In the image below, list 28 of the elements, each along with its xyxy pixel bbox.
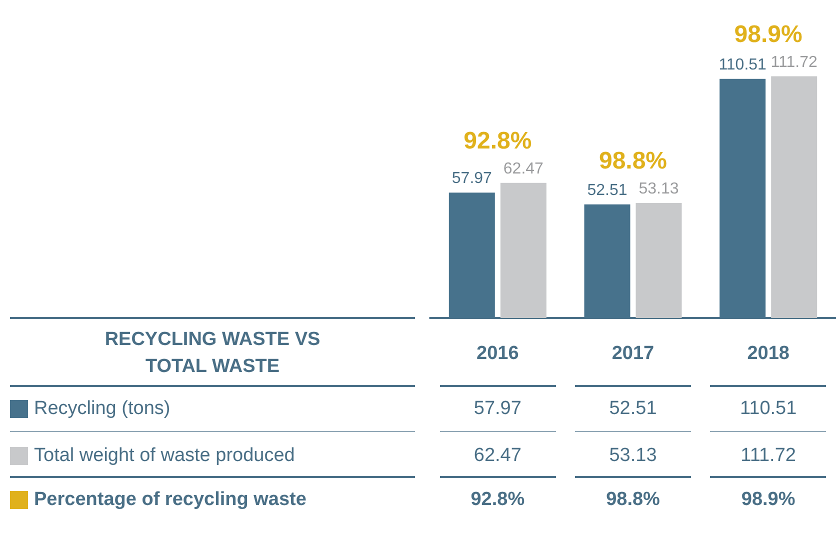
text: 57.97: [472, 397, 522, 421]
bar: [636, 203, 682, 318]
text: 98.8%: [606, 489, 660, 510]
legend-label: Recycling (tons): [34, 397, 170, 421]
text: 92.8%: [470, 489, 525, 510]
data-label: 62.47: [503, 160, 544, 178]
bar: [500, 182, 546, 318]
text: 53.13: [608, 444, 658, 468]
text: Percentage of recycling waste: [34, 488, 306, 512]
legend-label: Total weight of waste produced: [34, 444, 295, 468]
annotation: 98.9%: [734, 20, 802, 48]
x-tick-label: 2016: [476, 343, 519, 364]
text: 98.9%: [741, 489, 796, 510]
data-label: 57.97: [452, 170, 492, 188]
data-label: 110.51: [718, 56, 767, 74]
bar: [771, 76, 818, 318]
text: 52.51: [608, 397, 658, 421]
x-tick-label: 2018: [747, 343, 790, 364]
text: 110.51: [738, 397, 798, 421]
data-label: 52.51: [587, 182, 628, 199]
annotation: 98.8%: [598, 148, 668, 175]
x-tick-label: 2017: [612, 343, 654, 364]
data-label: 53.13: [638, 180, 679, 198]
text: 62.47: [472, 444, 522, 468]
data-label: 111.72: [770, 54, 818, 71]
annotation: 92.8%: [464, 127, 532, 154]
text: 111.72: [740, 444, 797, 468]
text: RECYCLING WASTE VS TOTAL WASTE: [104, 328, 322, 379]
